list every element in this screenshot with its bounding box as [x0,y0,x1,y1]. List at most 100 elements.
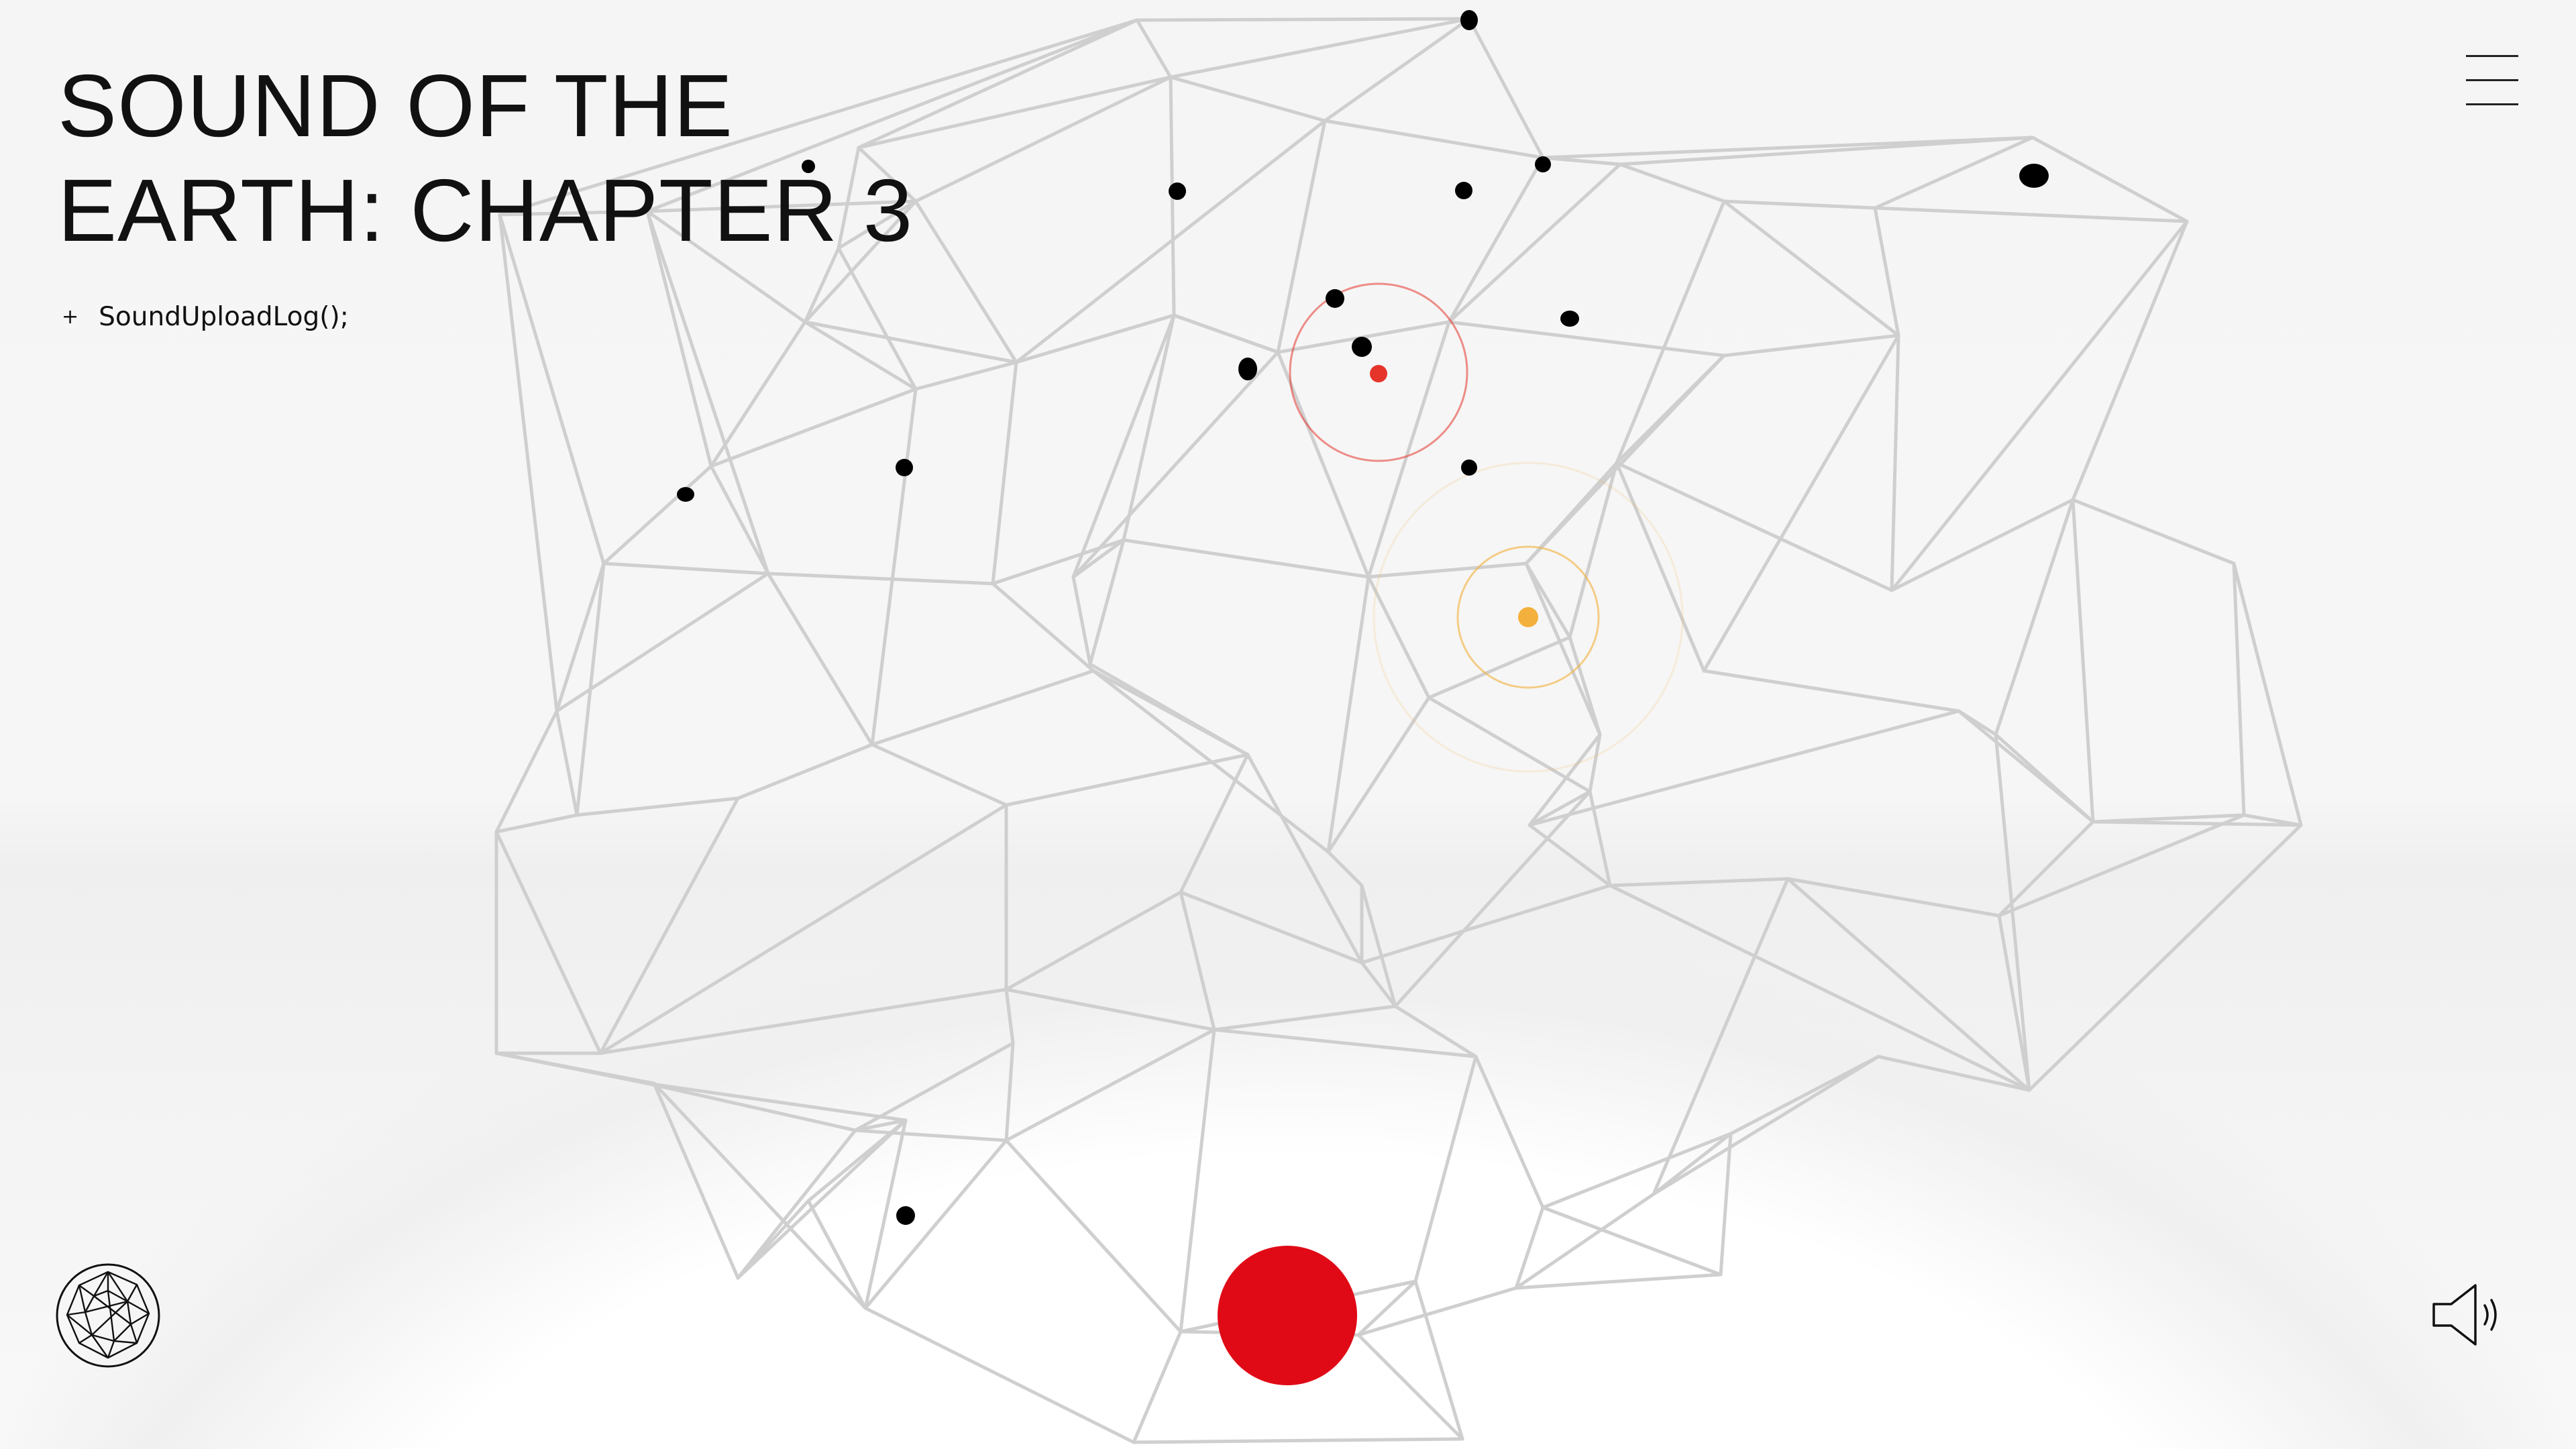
network-edge [1135,17,1471,22]
network-edge [598,796,740,1055]
network-edge [1122,313,1176,542]
network-edge [2091,820,2303,827]
network-edge [1360,883,1397,1008]
network-edge [1527,790,1592,827]
network-edge [1873,206,1900,337]
network-edge [1360,883,1612,965]
active-sound-node[interactable] [1370,365,1387,382]
network-edge [1652,877,1790,1196]
sound-node[interactable] [677,487,694,502]
network-edge [803,199,918,324]
network-edge [2031,136,2189,223]
network-edge [645,1081,908,1122]
network-edge [1366,561,1528,579]
network-edge [494,830,602,1055]
network-edge [1179,753,1250,894]
network-edge [1786,877,2031,1092]
sound-node[interactable] [802,160,815,173]
network-edge [914,199,1018,364]
network-edge [1323,17,1471,123]
network-edge [1366,575,1431,700]
network-edge [1004,987,1015,1045]
menu-button[interactable] [2466,54,2521,109]
network-edge [1729,1055,1880,1136]
sound-node[interactable] [1238,358,1257,380]
sound-node[interactable] [2019,164,2049,188]
sound-node[interactable] [896,459,913,476]
network-edge [736,1128,857,1280]
network-edge [766,572,874,747]
network-edge [1427,696,1592,794]
network-edge [806,1199,867,1310]
sound-node[interactable] [1535,156,1551,172]
geodesic-globe-icon [56,1263,160,1368]
network-edge [857,146,918,203]
network-edge [1132,1330,1183,1444]
network-edge [1172,313,1280,354]
network-edge [1088,662,1250,757]
secondary-sound-node[interactable] [1518,607,1538,627]
sound-node[interactable] [896,1206,915,1225]
sound-node[interactable] [1352,337,1372,357]
sound-node[interactable] [1460,10,1478,30]
network-edge [555,561,606,713]
network-edge [645,209,807,324]
network-edge [1722,333,1900,358]
network-edge [736,1118,908,1280]
network-edge [1212,1028,1478,1059]
network-edge [914,360,1018,391]
network-edge [1719,1132,1733,1277]
sound-node[interactable] [1455,182,1472,199]
secondary-node-outer-ring [1373,462,1684,773]
network-edge [1179,890,1364,965]
network-edge [1722,199,1900,337]
sound-upload-log-label: SoundUploadLog(); [99,302,349,332]
network-edge [1524,561,1572,639]
network-edge [1527,823,1612,888]
active-node-rings [1289,282,1684,773]
sound-node[interactable] [1169,182,1186,200]
network-edge [2242,813,2303,827]
sound-node[interactable] [1461,460,1477,476]
network-edge [1514,1273,1723,1290]
network-edge [494,709,559,834]
network-edge [1890,219,2189,592]
network-edge [1004,1138,1183,1334]
network-edge [1568,461,1619,639]
globe-button[interactable] [55,1263,161,1368]
network-edge [1615,461,1706,673]
speaker-icon [2432,1284,2497,1346]
record-button[interactable] [1218,1246,1357,1385]
network-edge [1702,333,1900,673]
network-edge [1994,733,2031,1092]
network-edge [1366,320,1451,579]
network-edge [2232,561,2303,827]
network-edge [498,209,649,217]
network-edge [498,18,1139,217]
sound-toggle-button[interactable] [2428,1275,2509,1355]
title-line-2: EARTH: CHAPTER 3 [58,161,914,260]
plus-icon: + [62,305,79,329]
network-edge [870,669,1095,747]
network-edge [1169,17,1471,79]
network-edge [1132,1437,1464,1444]
network-edge [1467,17,1545,160]
network-edge [1514,1192,1656,1290]
network-edge [1004,753,1250,807]
network-edge [1122,538,1371,579]
sound-nodes[interactable] [677,10,2049,1225]
network-edge [645,18,1139,213]
network-edge [1135,18,1173,79]
network-edge [991,538,1126,586]
network-edge [870,387,918,747]
network-edge [1615,461,1894,592]
sound-upload-log-link[interactable]: + SoundUploadLog(); [62,302,349,332]
sound-node[interactable] [1326,289,1344,308]
secondary-node-ring [1456,545,1600,689]
network-edge [1179,1028,1216,1334]
sound-node[interactable] [1560,311,1579,327]
network-edge [2071,498,2095,824]
network-edge [1393,1004,1478,1059]
